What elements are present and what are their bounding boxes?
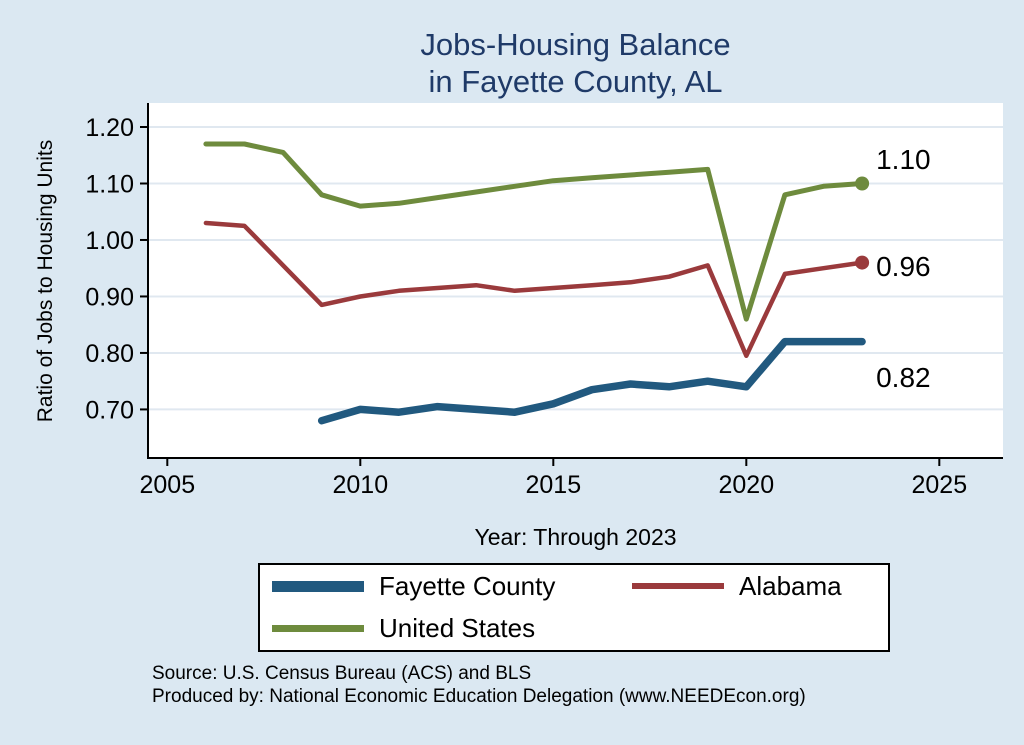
source-line: Source: U.S. Census Bureau (ACS) and BLS bbox=[152, 663, 532, 684]
chart-title-line1: Jobs-Housing Balance bbox=[420, 27, 731, 62]
y-tick-label: 0.70 bbox=[85, 396, 134, 424]
legend-swatch-alabama bbox=[632, 583, 724, 590]
source-note: Source: U.S. Census Bureau (ACS) and BLS… bbox=[152, 662, 806, 708]
x-tick-label: 2005 bbox=[139, 471, 195, 499]
chart-title: Jobs-Housing Balance in Fayette County, … bbox=[148, 26, 1003, 100]
produced-by-line: Produced by: National Economic Education… bbox=[152, 686, 806, 707]
end-label-fayette-county: 0.82 bbox=[876, 361, 931, 393]
x-tick-label: 2010 bbox=[332, 471, 388, 499]
series-line-fayette-county bbox=[317, 337, 866, 425]
end-label-alabama: 0.96 bbox=[876, 250, 931, 282]
legend-label-alabama: Alabama bbox=[739, 570, 842, 601]
x-tick-label: 2015 bbox=[525, 471, 581, 499]
legend: Fayette County Alabama United States bbox=[258, 563, 890, 652]
series-line-united-states bbox=[203, 141, 865, 322]
legend-item-united-states: United States bbox=[272, 613, 632, 644]
chart-title-line2: in Fayette County, AL bbox=[428, 64, 723, 99]
legend-item-fayette-county: Fayette County bbox=[272, 571, 632, 602]
y-tick-label: 1.00 bbox=[85, 227, 134, 255]
plot-background bbox=[148, 103, 1003, 458]
x-tick-label: 2020 bbox=[718, 471, 774, 499]
y-tick-label: 1.10 bbox=[85, 170, 134, 198]
series-end-marker-alabama bbox=[855, 255, 870, 270]
x-axis-title: Year: Through 2023 bbox=[474, 524, 677, 550]
y-tick-label: 0.90 bbox=[85, 283, 134, 311]
legend-swatch-fayette-county bbox=[272, 580, 364, 592]
y-tick-label: 0.80 bbox=[85, 340, 134, 368]
series-line-alabama bbox=[203, 220, 865, 359]
legend-swatch-united-states bbox=[272, 625, 364, 633]
legend-item-alabama: Alabama bbox=[632, 571, 888, 602]
y-tick-label: 1.20 bbox=[85, 114, 134, 142]
series-end-marker-united-states bbox=[855, 176, 870, 191]
end-label-united-states: 1.10 bbox=[876, 144, 931, 176]
legend-label-fayette-county: Fayette County bbox=[379, 570, 556, 601]
x-tick-label: 2025 bbox=[911, 471, 967, 499]
legend-label-united-states: United States bbox=[379, 613, 536, 644]
